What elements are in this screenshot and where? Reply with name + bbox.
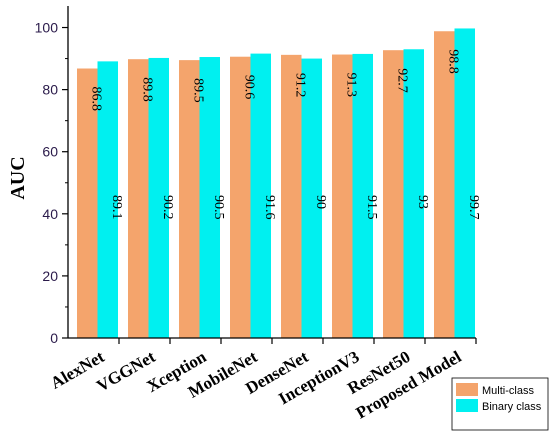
bar-multi-class-xception: [179, 60, 200, 338]
bar-multi-class-densenet: [281, 54, 302, 339]
value-label: 98.8: [445, 49, 460, 74]
y-tick-label: 20: [42, 268, 58, 284]
value-label: 93: [415, 195, 430, 209]
value-label: 91.3: [343, 73, 358, 98]
value-label: 91.6: [262, 195, 277, 220]
value-label: 90.2: [160, 195, 175, 220]
bar-multi-class-inceptionv3: [332, 54, 353, 338]
value-label: 90.5: [211, 195, 226, 220]
bar-binary-class-proposed-model: [454, 28, 475, 339]
bar-multi-class-proposed-model: [434, 31, 455, 339]
bar-multi-class-alexnet: [77, 68, 98, 339]
legend-swatch: [456, 383, 478, 396]
bar-binary-class-vggnet: [148, 57, 169, 339]
y-tick-label: 40: [42, 206, 58, 222]
y-ticks-layer: 0 20 40 60 80 100: [35, 20, 68, 346]
bar-binary-class-alexnet: [97, 61, 118, 338]
value-label: 90.6: [241, 75, 256, 100]
value-label: 99.7: [466, 195, 481, 220]
legend: Multi-class Binary class: [451, 377, 549, 431]
value-label: 86.8: [88, 87, 103, 112]
bar-binary-class-xception: [199, 57, 220, 339]
legend-label: Multi-class: [482, 385, 534, 397]
bars-layer: [77, 28, 475, 339]
value-labels-layer: 86.8 89.1 89.8 90.2 89.5 90.5 90.6 91.6 91.2 90 91…: [88, 49, 481, 219]
bar-binary-class-densenet: [301, 58, 322, 338]
y-tick-label: 60: [42, 144, 58, 160]
value-label: 89.8: [139, 77, 154, 102]
value-label: 92.7: [394, 68, 409, 93]
y-tick-label: 80: [42, 82, 58, 98]
y-axis-title: AUC: [7, 156, 29, 199]
x-ticks-layer: AlexNetVGGNetXceptionMobileNetDenseNetIn…: [47, 338, 477, 423]
y-tick-label: 0: [50, 330, 58, 346]
value-label: 89.1: [109, 195, 124, 220]
bar-multi-class-resnet50: [383, 50, 404, 339]
value-label: 91.2: [292, 73, 307, 98]
bar-binary-class-inceptionv3: [352, 53, 373, 339]
legend-swatch: [456, 399, 478, 412]
bar-binary-class-resnet50: [403, 49, 424, 338]
y-tick-label: 100: [35, 20, 59, 36]
value-label: 89.5: [190, 78, 205, 103]
bar-multi-class-mobilenet: [230, 56, 251, 339]
value-label: 90: [313, 195, 328, 209]
bar-binary-class-mobilenet: [250, 53, 271, 338]
bar-multi-class-vggnet: [128, 59, 149, 338]
value-label: 91.5: [364, 195, 379, 220]
legend-label: Binary class: [482, 401, 542, 413]
